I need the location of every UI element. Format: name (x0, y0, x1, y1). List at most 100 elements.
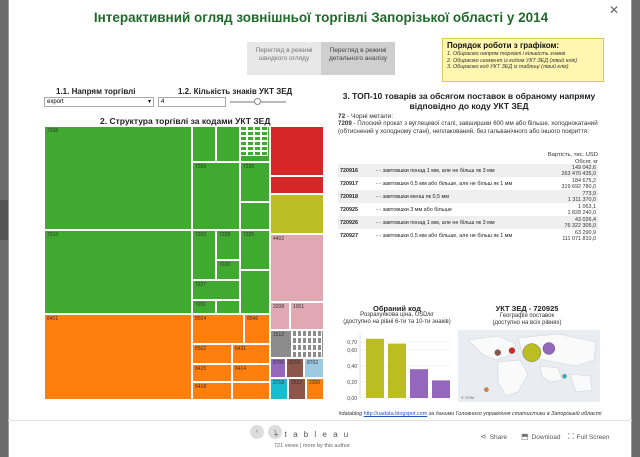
treemap-cell[interactable]: 4402 (270, 234, 324, 302)
prev-icon[interactable]: ‹ (250, 425, 264, 439)
table-row[interactable]: 720916- - завтовшки понад 1 мм, але не б… (338, 164, 598, 177)
treemap-cell[interactable]: 8431 (232, 344, 270, 364)
treemap-cell[interactable]: 2612 (288, 378, 306, 400)
treemap-cell[interactable] (240, 270, 270, 314)
table-row[interactable]: 720925 - - завтовшки 3 мм або більше 1 063… (338, 203, 598, 216)
treemap-cell[interactable] (317, 351, 322, 358)
treemap-cell[interactable]: 8546 (244, 314, 270, 344)
treemap-cell[interactable]: 1512 (270, 330, 292, 358)
share-button[interactable]: ⋖ Share (480, 432, 507, 441)
treemap-cell[interactable] (247, 141, 254, 146)
footer-link[interactable]: http://uadata.blogspot.com (363, 411, 428, 417)
close-icon[interactable]: ✕ (608, 3, 620, 17)
treemap-cell[interactable] (216, 126, 240, 162)
table-row[interactable]: 720918- - завтовшки менш як 0,5 мм 773,9 1… (338, 190, 598, 203)
treemap-cell[interactable]: 8414 (232, 364, 270, 382)
treemap-cell[interactable] (270, 176, 324, 194)
treemap-cell[interactable]: 8702 (304, 358, 324, 378)
map-marker[interactable] (494, 349, 501, 356)
download-button[interactable]: ⬒ Download (521, 432, 560, 441)
treemap-cell[interactable] (240, 146, 247, 151)
treemap-cell[interactable] (297, 330, 302, 337)
treemap-cell[interactable]: 7209 (192, 162, 240, 230)
treemap-cell[interactable] (240, 126, 247, 131)
treemap-cell[interactable] (270, 194, 324, 234)
supply-map[interactable]: © OSM (458, 330, 600, 402)
treemap-cell[interactable] (292, 337, 297, 344)
fullscreen-button[interactable]: ⛶ Full Screen (568, 432, 609, 442)
treemap-cell[interactable]: 7201 (192, 300, 216, 314)
treemap-cell[interactable] (297, 351, 302, 358)
slider-handle[interactable] (254, 98, 261, 105)
price-bar[interactable] (366, 338, 384, 398)
table-row[interactable]: 720917 - - завтовшки 0,5 мм або більше, а… (338, 177, 598, 190)
treemap-cell[interactable] (312, 344, 317, 351)
direction-select[interactable]: export ▾ (44, 97, 154, 107)
digits-input[interactable]: 4 (158, 97, 226, 107)
treemap-cell[interactable] (312, 351, 317, 358)
treemap-cell[interactable] (307, 337, 312, 344)
treemap-cell[interactable] (247, 136, 254, 141)
treemap-cell[interactable] (317, 344, 322, 351)
price-bar[interactable] (388, 343, 406, 398)
price-bar[interactable] (410, 369, 428, 398)
treemap-cell[interactable] (302, 344, 307, 351)
map-marker[interactable] (542, 342, 556, 355)
treemap-cell[interactable] (254, 141, 261, 146)
treemap-cell[interactable]: 7228 (216, 230, 240, 260)
price-bar[interactable] (432, 380, 450, 398)
digits-slider[interactable] (230, 98, 286, 105)
treemap-cell[interactable] (254, 146, 261, 151)
treemap-cell[interactable] (297, 344, 302, 351)
treemap-cell[interactable]: 1001 (290, 302, 324, 330)
map-marker[interactable] (484, 387, 489, 392)
treemap-cell[interactable] (261, 141, 268, 146)
treemap-cell[interactable] (317, 330, 322, 337)
treemap-cell[interactable] (312, 337, 317, 344)
treemap-cell[interactable]: 7202 (192, 230, 216, 280)
treemap-cell[interactable]: 8504 (192, 314, 244, 344)
treemap-cell[interactable] (240, 136, 247, 141)
treemap-cell[interactable]: 2306 (306, 378, 324, 400)
treemap-cell[interactable]: 2716 (270, 378, 288, 400)
treemap-cell[interactable] (302, 337, 307, 344)
treemap-cell[interactable] (254, 136, 261, 141)
treemap-cell[interactable] (312, 330, 317, 337)
treemap-cell[interactable]: 8418 (192, 382, 232, 400)
table-row[interactable]: 720927 - - завтовшки 0,5 мм або більше, а… (338, 229, 598, 242)
price-bar-chart[interactable]: 0,70 0,60 0,40 0,20 0,00 (338, 330, 454, 402)
treemap-cell[interactable]: 8502 (192, 344, 232, 364)
treemap-cell[interactable] (261, 136, 268, 141)
treemap-cell[interactable] (261, 131, 268, 136)
treemap-cell[interactable] (297, 337, 302, 344)
treemap-cell[interactable] (307, 330, 312, 337)
treemap-cell[interactable] (317, 337, 322, 344)
treemap-cell[interactable] (232, 382, 270, 400)
treemap-cell[interactable]: 8401 (44, 314, 192, 400)
treemap-cell[interactable]: 7208 (44, 126, 192, 230)
treemap-cell[interactable] (302, 330, 307, 337)
treemap-cell[interactable] (261, 151, 268, 156)
quick-view-toggle[interactable]: Перегляд в режимі швидкого огляду (247, 42, 321, 75)
treemap-cell[interactable]: 8705 (270, 358, 286, 378)
map-marker[interactable] (562, 374, 567, 379)
map-marker[interactable] (522, 343, 542, 362)
treemap-cell[interactable] (247, 131, 254, 136)
treemap-cell[interactable] (216, 300, 240, 314)
treemap-cell[interactable]: 7226 (240, 162, 270, 202)
treemap-cell[interactable] (292, 351, 297, 358)
treemap-cell[interactable] (240, 202, 270, 230)
treemap-cell[interactable]: 7220 (216, 260, 240, 280)
treemap-cell[interactable] (292, 330, 297, 337)
treemap-cell[interactable]: 7325 (240, 230, 270, 270)
treemap-cell[interactable] (261, 146, 268, 151)
treemap-cell[interactable] (307, 351, 312, 358)
treemap-cell[interactable] (292, 344, 297, 351)
map-marker[interactable] (508, 347, 516, 354)
next-icon[interactable]: › (268, 425, 282, 439)
treemap-cell[interactable] (254, 151, 261, 156)
treemap-cell[interactable] (240, 141, 247, 146)
treemap-cell[interactable]: 7210 (44, 230, 192, 314)
treemap-cell[interactable]: 7227 (192, 280, 240, 300)
treemap-cell[interactable] (192, 126, 216, 162)
